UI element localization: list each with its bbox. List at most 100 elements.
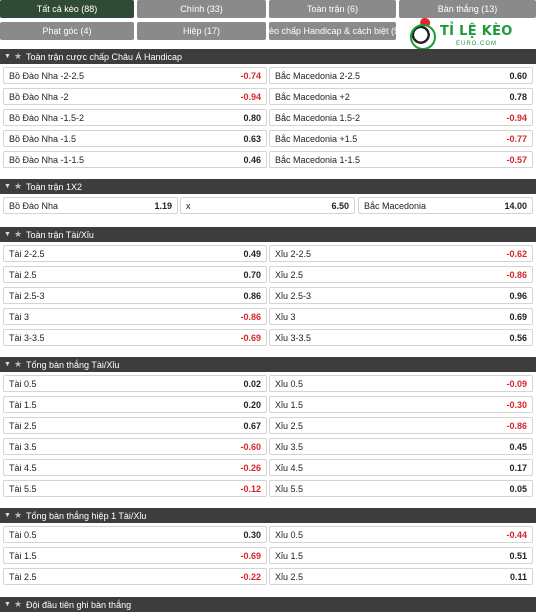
odds-cell[interactable]: Xỉu 1.5 -0.30 [269,396,533,413]
odds-label: Tài 4.5 [9,462,37,473]
tab-handicap-margin[interactable]: Kèo chấp Handicap & cách biệt (5) [269,22,396,40]
odds-cell[interactable]: Xỉu 0.5 -0.09 [269,375,533,392]
odds-cell[interactable]: Bắc Macedonia +2 0.78 [269,88,533,105]
market-section-title: Tổng bàn thắng hiệp 1 Tài/Xỉu [26,510,147,521]
odds-cell[interactable]: Bắc Macedonia +1.5 -0.77 [269,130,533,147]
odds-value: 14.00 [504,200,527,211]
favorite-star-icon[interactable]: ★ [14,359,23,369]
odds-cell[interactable]: Xỉu 3.5 0.45 [269,438,533,455]
odds-label: Xỉu 4.5 [275,462,304,473]
odds-value: 0.69 [509,311,527,322]
collapse-caret-icon[interactable]: ▼ [4,183,11,190]
tab-halves[interactable]: Hiệp (17) [137,22,266,40]
collapse-caret-icon[interactable]: ▼ [4,231,11,238]
odds-cell[interactable]: Bồ Đào Nha -1.5 0.63 [3,130,267,147]
odds-cell[interactable]: Xỉu 2.5 -0.86 [269,266,533,283]
odds-cell[interactable]: Bắc Macedonia 1.5-2 -0.94 [269,109,533,126]
tab-corners[interactable]: Phạt góc (4) [0,22,134,40]
favorite-star-icon[interactable]: ★ [14,510,23,520]
odds-value: -0.12 [240,483,261,494]
odds-value: 0.17 [509,462,527,473]
odds-cell[interactable]: Bắc Macedonia 1-1.5 -0.57 [269,151,533,168]
odds-label: Xỉu 2.5 [275,420,304,431]
odds-cell[interactable]: Bắc Macedonia 2-2.5 0.60 [269,67,533,84]
collapse-caret-icon[interactable]: ▼ [4,361,11,368]
favorite-star-icon[interactable]: ★ [14,181,23,191]
odds-cell[interactable]: Tài 1.5 -0.69 [3,547,267,564]
odds-row: Tài 0.5 0.30 Xỉu 0.5 -0.44 [0,526,536,543]
favorite-star-icon[interactable]: ★ [14,599,23,609]
odds-label: Bồ Đào Nha -1.5-2 [9,112,85,123]
tab-main[interactable]: Chính (33) [137,0,266,18]
odds-cell[interactable]: Bồ Đào Nha 1.19 [3,197,178,214]
odds-cell[interactable]: Tài 2-2.5 0.49 [3,245,267,262]
odds-label: Tài 0.5 [9,529,37,540]
odds-cell[interactable]: Tài 2.5 -0.22 [3,568,267,585]
favorite-star-icon[interactable]: ★ [14,51,23,61]
collapse-caret-icon[interactable]: ▼ [4,53,11,60]
odds-cell[interactable]: Tài 1.5 0.20 [3,396,267,413]
odds-cell[interactable]: Bắc Macedonia 14.00 [358,197,533,214]
odds-cell[interactable]: Bồ Đào Nha -2 -0.94 [3,88,267,105]
logo-text: TỈ LỆ KÈO [440,24,513,39]
odds-label: Tài 0.5 [9,378,37,389]
tab-all-markets[interactable]: Tất cả kèo (88) [0,0,134,18]
odds-cell[interactable]: Tài 3.5 -0.60 [3,438,267,455]
odds-cell[interactable]: Xỉu 0.5 -0.44 [269,526,533,543]
odds-cell[interactable]: Xỉu 2.5 0.11 [269,568,533,585]
odds-cell[interactable]: Tài 2.5 0.67 [3,417,267,434]
odds-label: Bắc Macedonia +1.5 [275,133,358,144]
odds-cell[interactable]: Bồ Đào Nha -2-2.5 -0.74 [3,67,267,84]
odds-cell[interactable]: Tài 4.5 -0.26 [3,459,267,476]
odds-cell[interactable]: x 6.50 [180,197,355,214]
market-section-header[interactable]: ▼ ★ Tổng bàn thắng hiệp 1 Tài/Xỉu [0,508,536,523]
favorite-star-icon[interactable]: ★ [14,229,23,239]
odds-label: Bồ Đào Nha -1-1.5 [9,154,85,165]
odds-cell[interactable]: Tài 2.5-3 0.86 [3,287,267,304]
tab-goals[interactable]: Bàn thắng (13) [399,0,536,18]
odds-label: Xỉu 3-3.5 [275,332,312,343]
odds-label: Bắc Macedonia [364,200,427,211]
odds-cell[interactable]: Bồ Đào Nha -1-1.5 0.46 [3,151,267,168]
odds-label: Tài 3.5 [9,441,37,452]
odds-value: -0.22 [240,571,261,582]
market-section-header[interactable]: ▼ ★ Tổng bàn thắng Tài/Xỉu [0,357,536,372]
odds-cell[interactable]: Tài 2.5 0.70 [3,266,267,283]
odds-row: Tài 2.5 -0.22 Xỉu 2.5 0.11 [0,568,536,585]
odds-cell[interactable]: Tài 3-3.5 -0.69 [3,329,267,346]
odds-cell[interactable]: Xỉu 3-3.5 0.56 [269,329,533,346]
odds-row: Bồ Đào Nha 1.19 x 6.50 Bắc Macedonia 14.00 [0,197,536,214]
odds-label: Xỉu 5.5 [275,483,304,494]
odds-label: Tài 5.5 [9,483,37,494]
odds-label: Bồ Đào Nha -1.5 [9,133,77,144]
odds-cell[interactable]: Tài 5.5 -0.12 [3,480,267,497]
odds-value: -0.77 [506,133,527,144]
site-logo[interactable]: TỈ LỆ KÈO EURO.COM [408,16,533,52]
tab-full-match[interactable]: Toàn trận (6) [269,0,396,18]
odds-label: Tài 3-3.5 [9,332,45,343]
odds-value: -0.94 [506,112,527,123]
collapse-caret-icon[interactable]: ▼ [4,512,11,519]
collapse-caret-icon[interactable]: ▼ [4,601,11,608]
odds-label: Tài 2-2.5 [9,248,45,259]
odds-value: -0.86 [240,311,261,322]
market-section-header[interactable]: ▼ ★ Toàn trận cược chấp Châu Á Handicap [0,49,536,64]
odds-value: 0.11 [509,571,527,582]
odds-cell[interactable]: Xỉu 4.5 0.17 [269,459,533,476]
odds-row: Tài 5.5 -0.12 Xỉu 5.5 0.05 [0,480,536,497]
odds-cell[interactable]: Xỉu 5.5 0.05 [269,480,533,497]
market-section-header[interactable]: ▼ ★ Toàn trận Tài/Xỉu [0,227,536,242]
odds-row: Tài 1.5 0.20 Xỉu 1.5 -0.30 [0,396,536,413]
odds-cell[interactable]: Xỉu 3 0.69 [269,308,533,325]
odds-cell[interactable]: Tài 0.5 0.02 [3,375,267,392]
odds-value: -0.74 [240,70,261,81]
odds-cell[interactable]: Tài 3 -0.86 [3,308,267,325]
odds-cell[interactable]: Tài 0.5 0.30 [3,526,267,543]
market-section-header[interactable]: ▼ ★ Đội đầu tiên ghi bàn thắng [0,597,536,612]
odds-cell[interactable]: Xỉu 2-2.5 -0.62 [269,245,533,262]
market-section-header[interactable]: ▼ ★ Toàn trận 1X2 [0,179,536,194]
odds-cell[interactable]: Xỉu 2.5 -0.86 [269,417,533,434]
odds-cell[interactable]: Xỉu 2.5-3 0.96 [269,287,533,304]
odds-cell[interactable]: Xỉu 1.5 0.51 [269,547,533,564]
odds-cell[interactable]: Bồ Đào Nha -1.5-2 0.80 [3,109,267,126]
